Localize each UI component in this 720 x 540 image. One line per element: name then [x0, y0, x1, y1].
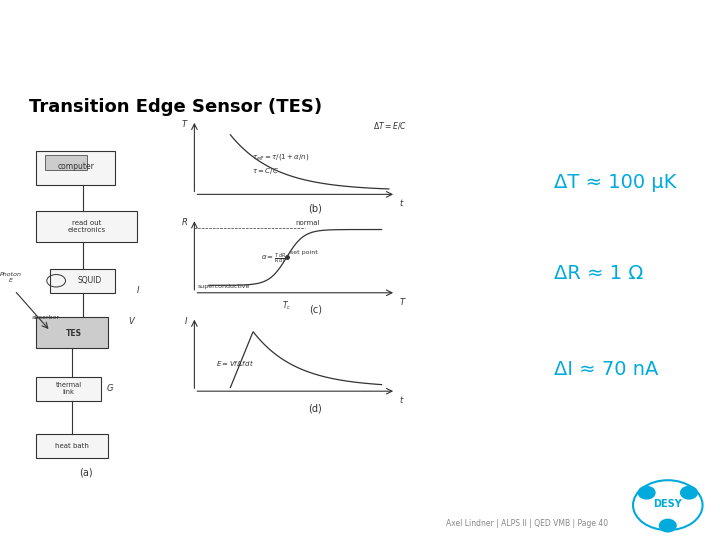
- FancyBboxPatch shape: [36, 151, 115, 185]
- Text: I: I: [137, 286, 139, 295]
- Text: $\tau = C/C$: $\tau = C/C$: [252, 166, 279, 176]
- FancyBboxPatch shape: [36, 211, 137, 242]
- Text: Transition Edge Sensor (TES): Transition Edge Sensor (TES): [29, 98, 322, 116]
- Text: ΔR ≈ 1 Ω: ΔR ≈ 1 Ω: [554, 264, 644, 283]
- Text: t: t: [400, 199, 403, 208]
- FancyBboxPatch shape: [50, 269, 115, 293]
- Text: t: t: [400, 396, 403, 405]
- Text: I: I: [185, 317, 187, 326]
- Text: Photon
E: Photon E: [0, 272, 22, 283]
- Text: (a): (a): [80, 468, 93, 477]
- Text: read out
electronics: read out electronics: [68, 220, 105, 233]
- Circle shape: [680, 487, 697, 499]
- Text: (b): (b): [308, 204, 323, 214]
- Text: G: G: [107, 384, 113, 393]
- FancyBboxPatch shape: [36, 377, 101, 401]
- Text: ΔI ≈ 70 nA: ΔI ≈ 70 nA: [554, 360, 659, 379]
- Text: $\alpha = \frac{T}{R}\frac{dR}{dT}$: $\alpha = \frac{T}{R}\frac{dR}{dT}$: [261, 252, 287, 266]
- Text: set point: set point: [290, 250, 318, 255]
- Text: $E = Vf\Delta f\,dt$: $E = Vf\Delta f\,dt$: [216, 358, 254, 368]
- Text: TES: TES: [66, 329, 82, 338]
- Text: DESY: DESY: [654, 499, 682, 509]
- Text: (d): (d): [308, 403, 323, 413]
- Text: T: T: [182, 120, 187, 129]
- Text: computer: computer: [57, 163, 94, 172]
- Text: $T_c$: $T_c$: [282, 300, 292, 313]
- Text: T: T: [400, 298, 405, 307]
- Circle shape: [639, 487, 655, 499]
- Text: ΔT ≈ 100 µK: ΔT ≈ 100 µK: [554, 173, 677, 192]
- Text: SQUID: SQUID: [78, 276, 102, 285]
- Text: normal: normal: [295, 220, 320, 226]
- Text: ALPS II detector: ALPS II detector: [13, 23, 215, 43]
- FancyBboxPatch shape: [36, 434, 108, 458]
- Text: thermal
link: thermal link: [55, 382, 81, 395]
- Text: Axel Lindner | ALPS II | QED VMB | Page 40: Axel Lindner | ALPS II | QED VMB | Page …: [446, 519, 608, 528]
- Text: (c): (c): [309, 305, 322, 315]
- Text: V: V: [128, 317, 134, 326]
- Circle shape: [660, 519, 676, 532]
- Text: absorber: absorber: [31, 315, 60, 320]
- FancyBboxPatch shape: [45, 155, 87, 170]
- Text: R: R: [181, 218, 187, 227]
- Text: superconductive: superconductive: [198, 284, 251, 289]
- FancyBboxPatch shape: [36, 317, 108, 348]
- Text: $\tau_{eff} = \tau/(1+\alpha/n)$: $\tau_{eff} = \tau/(1+\alpha/n)$: [252, 152, 310, 162]
- Text: heat bath: heat bath: [55, 443, 89, 449]
- Text: $\Delta T = E/C$: $\Delta T = E/C$: [373, 120, 407, 131]
